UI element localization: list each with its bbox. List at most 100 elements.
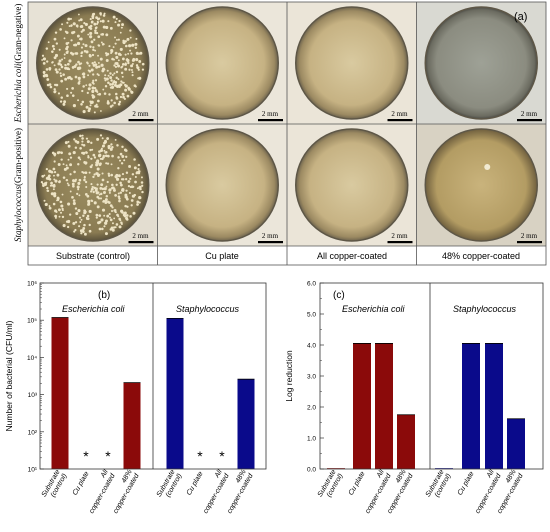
bacterial-colony <box>42 184 45 187</box>
bacterial-colony <box>98 17 101 20</box>
bacterial-colony <box>95 216 98 219</box>
column-label-cu-plate: Cu plate <box>205 251 239 261</box>
bacterial-colony <box>105 25 109 30</box>
bacterial-colony <box>124 178 128 181</box>
bacterial-colony <box>137 170 141 173</box>
bacterial-colony <box>96 195 100 199</box>
bacterial-colony <box>120 80 123 83</box>
bacterial-colony <box>80 218 83 221</box>
bacterial-colony <box>121 188 125 192</box>
bacterial-colony <box>48 205 51 207</box>
bacterial-colony <box>137 163 141 167</box>
bacterial-colony <box>46 83 50 87</box>
bacterial-colony <box>87 33 90 36</box>
scale-bar-label: 2 mm <box>262 110 279 118</box>
bacterial-colony <box>114 65 118 68</box>
bacterial-colony <box>117 38 120 41</box>
bacterial-colony <box>102 154 106 158</box>
bacterial-colony <box>41 175 44 178</box>
bacterial-colony <box>63 37 66 40</box>
bacterial-colony <box>141 184 144 187</box>
bacterial-colony <box>59 63 63 66</box>
bacterial-colony <box>125 189 128 192</box>
bacterial-colony <box>126 205 129 208</box>
bacterial-colony <box>84 171 88 175</box>
bacterial-colony <box>88 25 92 29</box>
bacterial-colony <box>84 192 88 196</box>
bacterial-colony <box>135 64 139 67</box>
bacterial-colony <box>98 193 101 196</box>
bacterial-colony <box>77 163 80 166</box>
bacterial-colony <box>126 218 129 221</box>
bacterial-colony <box>82 109 86 114</box>
bacterial-colony <box>75 211 79 216</box>
bacterial-colony <box>100 110 102 112</box>
bacterial-colony <box>45 167 48 171</box>
bacterial-colony <box>110 79 113 82</box>
bacterial-colony <box>86 91 89 95</box>
bacterial-colony <box>88 209 92 214</box>
bacterial-colony <box>115 76 118 80</box>
bacterial-colony <box>62 176 66 179</box>
bacterial-colony <box>123 159 126 162</box>
bacterial-colony <box>76 192 79 195</box>
bacterial-colony <box>87 69 90 72</box>
bacterial-colony <box>129 49 132 52</box>
row-label-staph-gram: (Gram-positive) <box>13 128 23 186</box>
bacterial-colony <box>100 41 103 44</box>
bacterial-colony <box>111 222 114 225</box>
scale-bar-label: 2 mm <box>391 110 408 118</box>
bacterial-colony <box>124 204 127 208</box>
bacterial-colony <box>82 214 85 217</box>
bacterial-colony <box>100 63 104 67</box>
bacterial-colony <box>57 208 61 212</box>
bacterial-colony <box>78 80 81 83</box>
bacterial-colony <box>81 72 85 76</box>
bacterial-colony <box>138 76 142 80</box>
bacterial-colony <box>84 232 87 236</box>
petri-dish <box>36 128 150 242</box>
bacterial-colony <box>109 216 111 219</box>
bacterial-colony <box>94 87 97 90</box>
bacterial-colony <box>123 97 126 100</box>
bacterial-colony <box>59 28 62 31</box>
bacterial-colony <box>116 144 119 147</box>
bacterial-colony <box>126 57 129 60</box>
row-label-ecoli-genus: Escherichia coli <box>13 63 23 123</box>
bacterial-colony <box>127 184 131 188</box>
no-growth-marker: * <box>219 448 225 464</box>
bacterial-colony <box>97 99 100 103</box>
bacterial-colony <box>78 225 81 228</box>
bacterial-colony <box>66 62 70 66</box>
bacterial-colony <box>85 186 88 189</box>
bacterial-colony <box>51 151 55 155</box>
bacterial-colony <box>95 163 99 167</box>
bacterial-colony <box>70 24 73 27</box>
bacterial-colony <box>42 61 46 65</box>
bacterial-colony <box>83 22 86 25</box>
bacterial-colony <box>56 151 60 155</box>
bacterial-colony <box>130 90 134 94</box>
scale-bar-label: 2 mm <box>391 232 408 240</box>
bacterial-colony <box>63 167 67 171</box>
y-tick-label: 10³ <box>28 392 38 399</box>
bacterial-colony <box>57 163 61 166</box>
bacterial-colony <box>67 202 71 206</box>
bacterial-colony <box>71 94 75 97</box>
bacterial-colony <box>102 191 106 194</box>
bacterial-colony <box>103 12 106 15</box>
bacterial-colony <box>96 22 99 25</box>
bacterial-colony <box>69 173 72 176</box>
bacterial-colony <box>88 53 92 57</box>
bacterial-colony <box>78 66 82 70</box>
bacterial-colony <box>111 74 114 77</box>
bacterial-colony <box>115 175 118 178</box>
bacterial-colony <box>72 201 76 206</box>
bacterial-colony <box>113 72 116 75</box>
bacterial-colony <box>85 50 89 54</box>
bacterial-colony <box>70 91 73 94</box>
bacterial-colony <box>101 19 105 23</box>
bacterial-colony <box>96 167 100 171</box>
bacterial-colony <box>84 44 88 48</box>
bacterial-colony <box>92 73 95 76</box>
